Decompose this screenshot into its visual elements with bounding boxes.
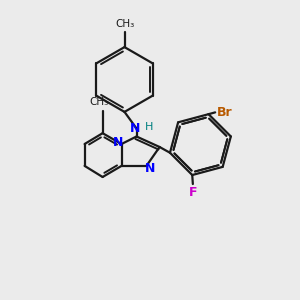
Text: CH₃: CH₃ bbox=[89, 98, 109, 107]
Text: Br: Br bbox=[217, 106, 232, 119]
Text: N: N bbox=[113, 136, 123, 149]
Text: CH₃: CH₃ bbox=[115, 19, 134, 29]
Text: H: H bbox=[145, 122, 153, 132]
Text: N: N bbox=[145, 162, 155, 175]
Text: F: F bbox=[189, 186, 197, 200]
Text: N: N bbox=[130, 122, 140, 135]
